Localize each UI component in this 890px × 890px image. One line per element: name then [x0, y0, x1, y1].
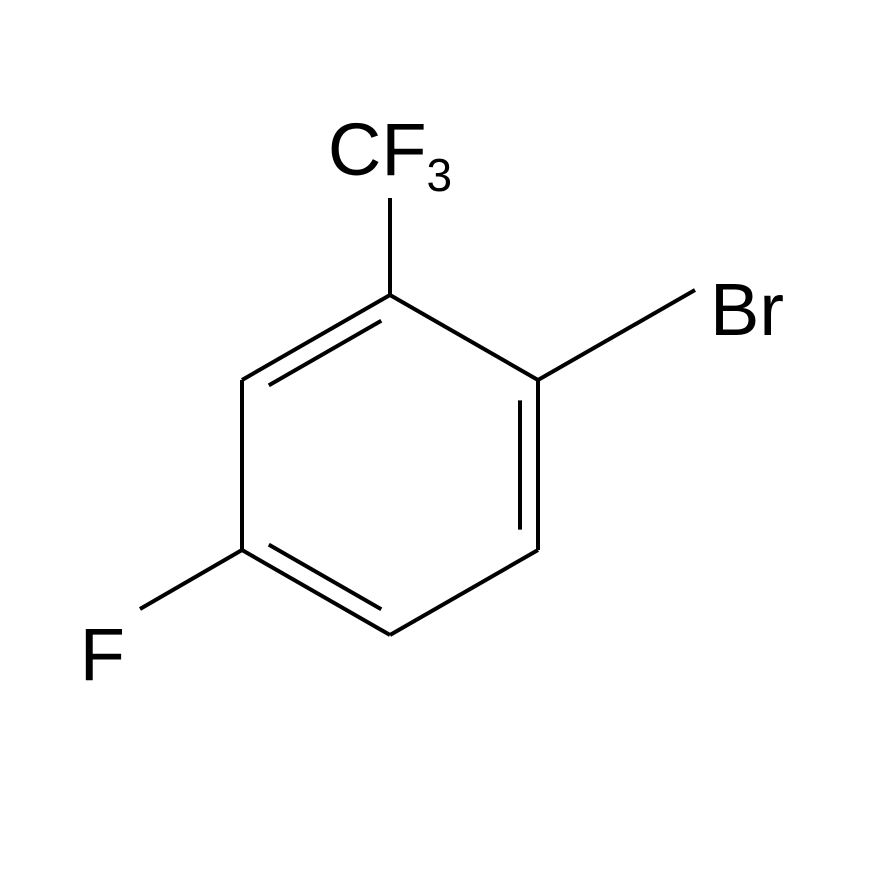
bond	[140, 550, 242, 609]
atom-label-br: Br	[710, 268, 784, 351]
bond	[242, 295, 390, 380]
atom-label-f: F	[80, 613, 125, 696]
molecule-diagram: CF3 Br F	[0, 0, 890, 890]
bond	[242, 550, 390, 635]
bond	[390, 295, 538, 380]
bond	[390, 550, 538, 635]
atom-label-cf3: CF3	[328, 108, 452, 201]
bond	[538, 290, 695, 380]
